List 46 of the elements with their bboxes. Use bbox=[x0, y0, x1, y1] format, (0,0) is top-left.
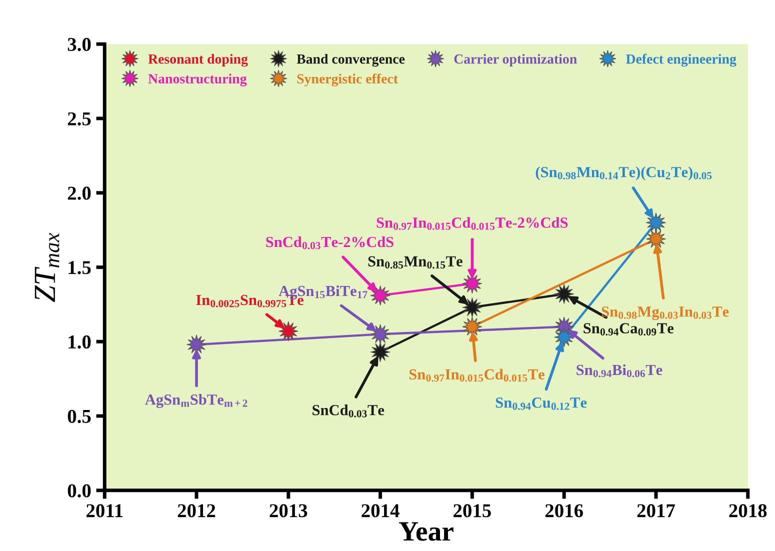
x-tick-label: 2016 bbox=[545, 504, 583, 518]
y-tick-label: 0.0 bbox=[68, 484, 91, 498]
legend-label: Nanostructuring bbox=[148, 74, 247, 86]
y-tick-label: 3.0 bbox=[68, 38, 91, 52]
x-tick-label: 2017 bbox=[637, 504, 675, 518]
annotation: Sn$_{0.85}$Mn$_{0.15}$Te bbox=[368, 256, 462, 269]
point bbox=[370, 342, 390, 362]
y-tick-label: 1.0 bbox=[68, 335, 91, 349]
point bbox=[462, 274, 482, 294]
y-tick-label: 2.0 bbox=[68, 186, 91, 200]
point bbox=[370, 324, 390, 344]
annotation: Sn$_{0.94}$Bi$_{0.06}$Te bbox=[576, 364, 662, 378]
point bbox=[462, 297, 482, 318]
x-tick-label: 2011 bbox=[86, 504, 123, 518]
legend-label: Synergistic effect bbox=[297, 74, 398, 86]
x-tick-label: 2018 bbox=[729, 504, 767, 518]
y-tick-label: 0.5 bbox=[68, 410, 91, 424]
annotation: AgSn$_{m}$SbTe$_{m+2}$ bbox=[145, 394, 248, 408]
annotation: Sn$_{0.94}$Ca$_{0.09}$Te bbox=[584, 323, 674, 336]
legend-label: Carrier optimization bbox=[454, 54, 577, 67]
point bbox=[186, 334, 206, 355]
legend-label: Band convergence bbox=[296, 54, 405, 67]
y-axis-title: ZT$_{max}$ bbox=[34, 232, 60, 302]
x-tick-label: 2015 bbox=[454, 504, 491, 518]
legend-label: Defect engineering bbox=[626, 54, 736, 67]
annotation: Sn$_{0.98}$Mg$_{0.03}$In$_{0.03}$Te bbox=[602, 306, 729, 320]
point bbox=[462, 316, 482, 337]
annotation: SnCd$_{0.03}$Te bbox=[312, 404, 384, 418]
y-tick-label: 2.5 bbox=[68, 112, 91, 126]
annotation: Sn$_{0.97}$In$_{0.015}$Cd$_{0.015}$Te-2%CdS bbox=[376, 217, 568, 230]
point bbox=[370, 286, 390, 306]
y-tick-label: 1.5 bbox=[68, 261, 91, 274]
x-tick-label: 2014 bbox=[362, 504, 400, 518]
point bbox=[554, 327, 574, 348]
x-axis-title: Year bbox=[398, 522, 454, 541]
x-tick-label: 2012 bbox=[178, 504, 216, 518]
annotation: Sn$_{0.97}$In$_{0.015}$Cd$_{0.015}$Te bbox=[409, 368, 544, 382]
point bbox=[278, 321, 298, 342]
annotation: Sn$_{0.94}$Cu$_{0.12}$Te bbox=[496, 398, 587, 410]
annotation: (Sn$_{0.98}$Mn$_{0.14}$Te)(Cu$_{2}$Te)$_{0.05}$ bbox=[536, 166, 712, 180]
point bbox=[646, 229, 666, 249]
legend-label: Resonant doping bbox=[148, 54, 248, 67]
x-tick-label: 2013 bbox=[270, 504, 308, 518]
point bbox=[646, 212, 666, 233]
annotation: SnCd$_{0.03}$Te-2%CdS bbox=[266, 236, 394, 250]
point bbox=[554, 284, 574, 304]
